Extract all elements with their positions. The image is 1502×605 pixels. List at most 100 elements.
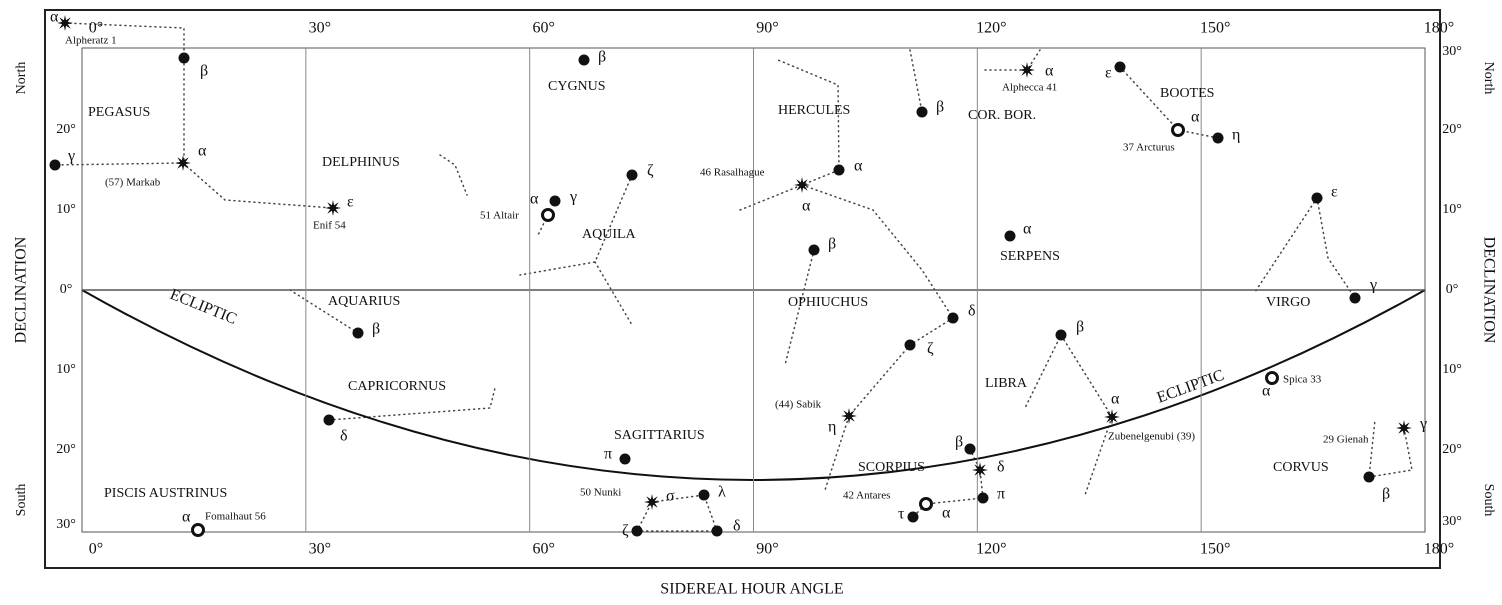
star xyxy=(644,494,660,510)
x-tick-label: 60° xyxy=(532,20,554,37)
star-letter: α xyxy=(942,505,951,522)
constellation-name: SAGITTARIUS xyxy=(614,428,705,443)
constellation-name: PISCIS AUSTRINUS xyxy=(104,486,227,501)
star-name: Alpheratz 1 xyxy=(65,35,117,47)
x-tick-label: 90° xyxy=(756,20,778,37)
x-tick-label: 30° xyxy=(309,541,331,558)
star-letter: α xyxy=(854,158,863,175)
constellation-name: DELPHINUS xyxy=(322,155,400,170)
y-tick-label: 20° xyxy=(56,122,76,137)
star-letter: γ xyxy=(569,189,577,206)
star-letter: β xyxy=(828,236,836,253)
x-tick-label: 120° xyxy=(976,20,1006,37)
star-letter: π xyxy=(604,446,612,463)
star xyxy=(1363,471,1375,483)
x-tick-label: 60° xyxy=(532,541,554,558)
star xyxy=(619,453,631,465)
y-axis-title: DECLINATION xyxy=(13,236,30,343)
constellation-name: SERPENS xyxy=(1000,249,1060,264)
y-tick-label: 10° xyxy=(56,362,76,377)
star xyxy=(919,497,933,511)
star xyxy=(631,525,643,537)
constellation-name: HERCULES xyxy=(778,103,850,118)
star-letter: β xyxy=(955,434,963,451)
star xyxy=(711,525,723,537)
star-letter: τ xyxy=(898,506,905,523)
star-name: 42 Antares xyxy=(843,490,890,502)
star xyxy=(1171,123,1185,137)
star-letter: γ xyxy=(67,148,75,165)
star-letter: α xyxy=(802,198,811,215)
constellation-name: LIBRA xyxy=(985,376,1028,391)
star-name: Zubenelgenubi (39) xyxy=(1108,431,1195,443)
star xyxy=(175,155,191,171)
star xyxy=(904,339,916,351)
star-letter: γ xyxy=(1369,277,1377,294)
star-letter: ε xyxy=(1331,184,1338,201)
y-tick-label: 20° xyxy=(1442,122,1462,137)
star-letter: π xyxy=(997,486,1005,503)
constellation-name: BOOTES xyxy=(1160,86,1214,101)
star-letter: δ xyxy=(733,518,741,535)
constellation-name: AQUILA xyxy=(582,227,637,242)
star-letter: σ xyxy=(666,488,675,505)
star xyxy=(323,414,335,426)
star xyxy=(916,106,928,118)
star-name: 51 Altair xyxy=(480,210,519,222)
constellation-name: AQUARIUS xyxy=(328,294,400,309)
star-letter: δ xyxy=(997,459,1005,476)
star-name: Enif 54 xyxy=(313,220,346,232)
star-letter: β xyxy=(1076,319,1084,336)
star-letter: α xyxy=(1111,391,1120,408)
star xyxy=(578,54,590,66)
star xyxy=(352,327,364,339)
star xyxy=(325,200,341,216)
star-letter: λ xyxy=(718,484,726,501)
star xyxy=(549,195,561,207)
star xyxy=(626,169,638,181)
star xyxy=(1396,420,1412,436)
north-label: North xyxy=(14,62,29,95)
star-letter: α xyxy=(1191,109,1200,126)
star xyxy=(1212,132,1224,144)
constellation-name: COR. BOR. xyxy=(968,108,1036,123)
star xyxy=(964,443,976,455)
star xyxy=(833,164,845,176)
star-letter: α xyxy=(198,143,207,160)
ecliptic-label: ECLIPTIC xyxy=(1155,367,1227,407)
x-tick-label: 0° xyxy=(89,541,103,558)
y-tick-label: 30° xyxy=(56,517,76,532)
star-name: 29 Gienah xyxy=(1323,434,1369,446)
south-label: South xyxy=(1481,484,1496,517)
star xyxy=(841,408,857,424)
star-letter: β xyxy=(936,99,944,116)
y-tick-label: 10° xyxy=(1442,362,1462,377)
y-tick-label: 10° xyxy=(1442,202,1462,217)
star xyxy=(1104,409,1120,425)
star-letter: ζ xyxy=(622,523,629,540)
star xyxy=(1311,192,1323,204)
x-tick-label: 180° xyxy=(1424,541,1454,558)
south-label: South xyxy=(14,484,29,517)
star-letter: β xyxy=(200,63,208,80)
star-name: Spica 33 xyxy=(1283,374,1322,386)
star xyxy=(57,15,73,31)
constellation-name: PEGASUS xyxy=(88,105,150,120)
star xyxy=(808,244,820,256)
constellation-name: CAPRICORNUS xyxy=(348,379,446,394)
star-name: 46 Rasalhague xyxy=(700,167,765,179)
x-tick-label: 180° xyxy=(1424,20,1454,37)
star xyxy=(541,208,555,222)
y-tick-label: 0° xyxy=(1446,282,1459,297)
star xyxy=(698,489,710,501)
x-tick-label: 120° xyxy=(976,541,1006,558)
star-letter: β xyxy=(1382,486,1390,503)
star-letter: γ xyxy=(1419,416,1427,433)
star-letter: α xyxy=(1023,221,1032,238)
x-tick-label: 30° xyxy=(309,20,331,37)
star xyxy=(1019,62,1035,78)
star-name: Fomalhaut 56 xyxy=(205,511,266,523)
x-tick-label: 150° xyxy=(1200,20,1230,37)
star xyxy=(907,511,919,523)
